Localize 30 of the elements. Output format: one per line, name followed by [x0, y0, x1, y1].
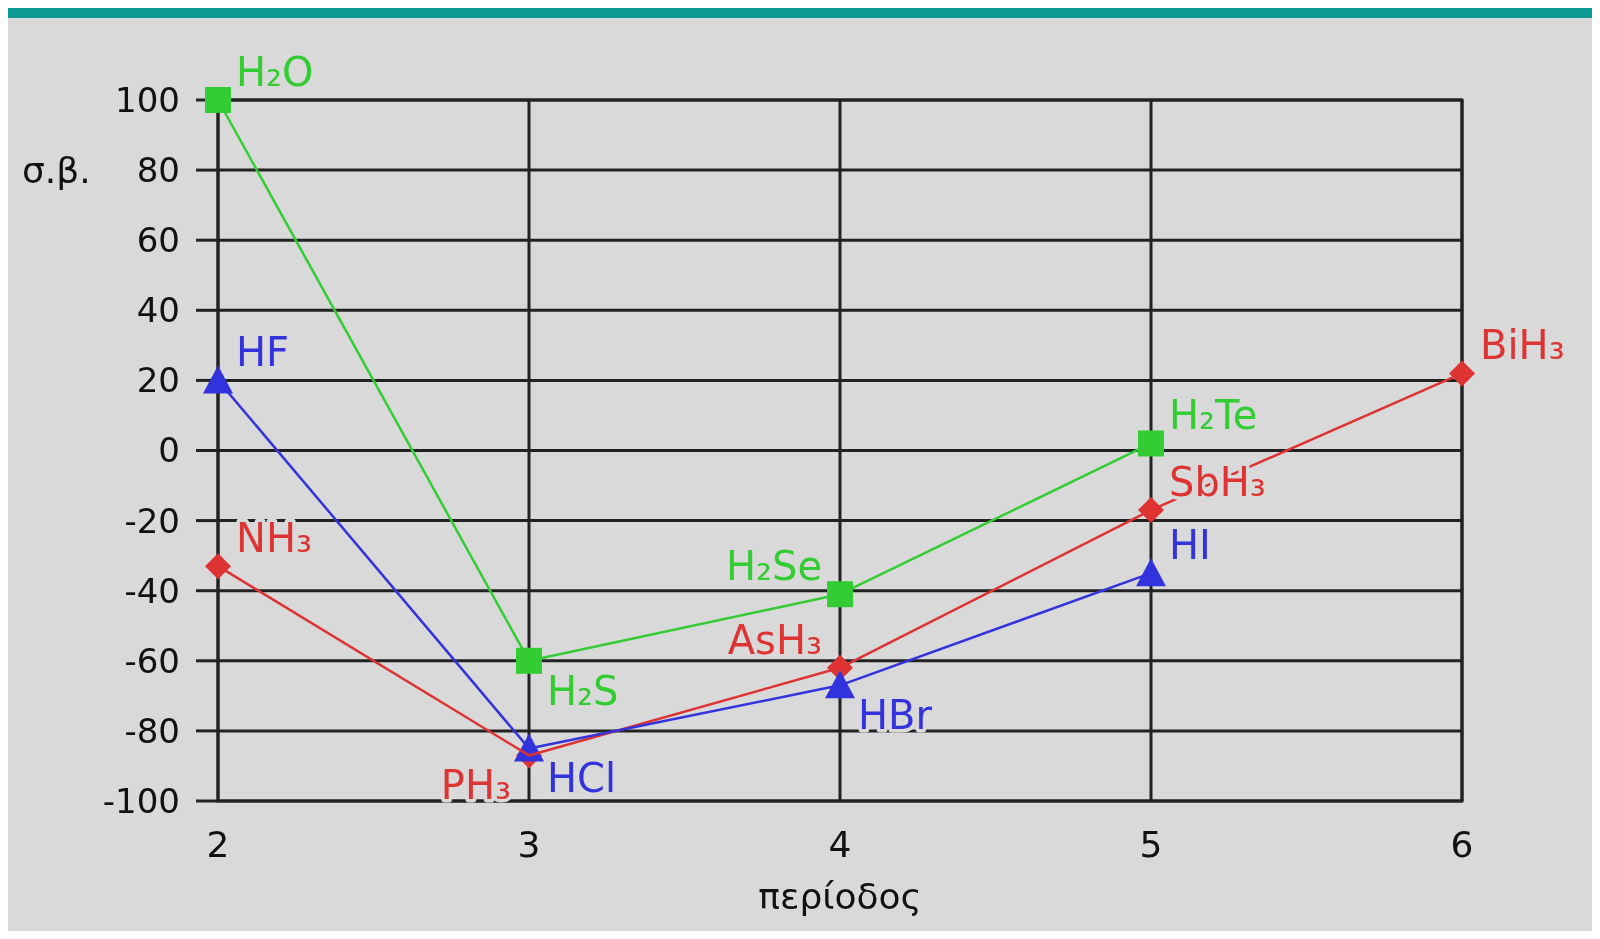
- y-tick-label: -40: [124, 570, 180, 611]
- x-tick-label: 3: [517, 824, 541, 865]
- annotation: H₂O: [236, 49, 314, 95]
- y-axis-title: σ.β.: [22, 149, 91, 191]
- x-tick-label: 4: [828, 824, 852, 865]
- x-tick-label: 6: [1450, 824, 1474, 865]
- x-axis-title: περίοδος: [758, 876, 922, 917]
- y-tick-label: 20: [136, 360, 180, 401]
- y-tick-label: 60: [136, 220, 180, 261]
- annotation: HCl: [547, 755, 617, 802]
- x-tick-label: 5: [1139, 824, 1163, 865]
- annotation: H₂Se: [725, 543, 822, 590]
- annotation: HBr: [858, 692, 933, 739]
- annotation: H₂S: [547, 667, 619, 714]
- y-tick-label: -20: [124, 500, 180, 541]
- y-tick-label: -100: [102, 780, 180, 821]
- y-tick-label: 40: [136, 290, 180, 331]
- annotation: HI: [1169, 522, 1211, 569]
- y-tick-label: 80: [136, 150, 180, 190]
- annotation: BiH₃: [1480, 322, 1565, 369]
- x-tick-label: 2: [206, 824, 230, 865]
- annotation: HF: [236, 329, 290, 376]
- annotation: NH₃: [236, 515, 313, 562]
- y-tick-label: 100: [115, 79, 180, 120]
- annotation: AsH₃: [727, 616, 822, 663]
- y-tick-label: -80: [124, 710, 180, 751]
- y-tick-label: 0: [158, 430, 180, 471]
- annotation: PH₃: [440, 762, 511, 809]
- annotation: H₂Te: [1169, 392, 1258, 439]
- y-tick-label: -60: [124, 640, 180, 681]
